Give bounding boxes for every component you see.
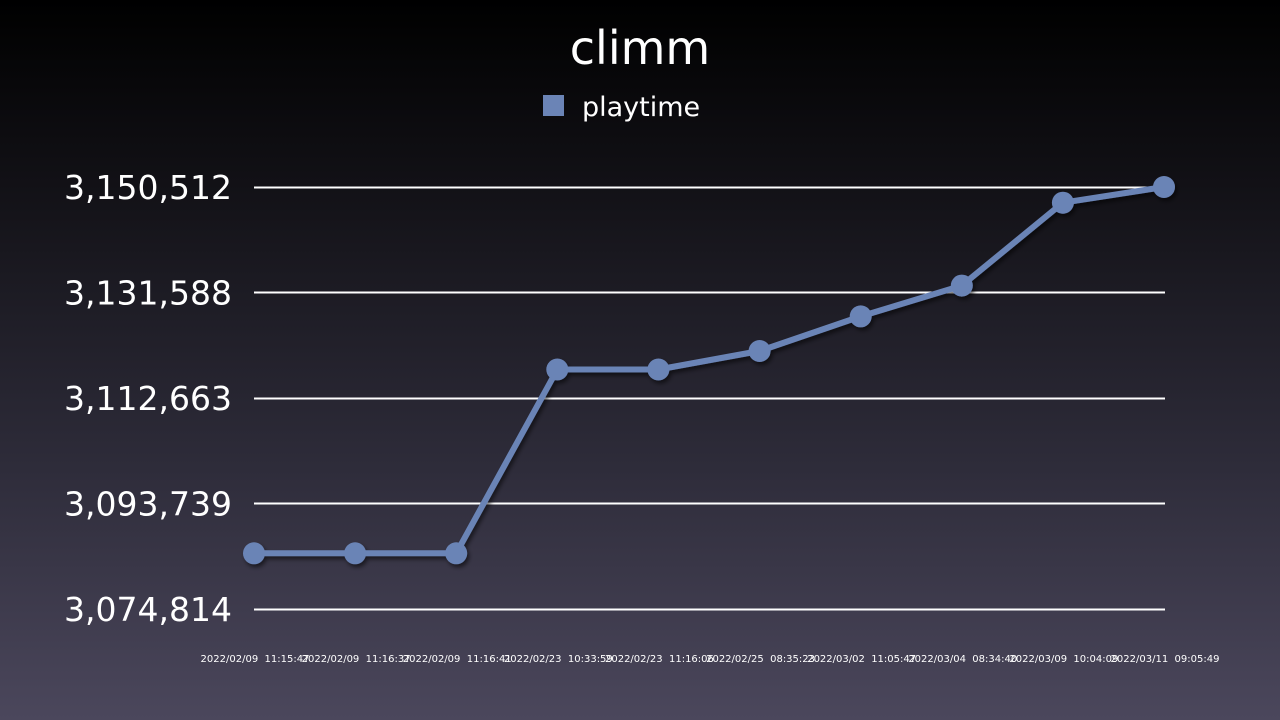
y-tick-label: 3,093,739 (64, 484, 232, 523)
data-point (849, 305, 872, 328)
y-tick-label: 3,074,814 (64, 590, 232, 629)
x-tick-label: 2022/02/09 11:15:47 (201, 654, 310, 665)
x-tick-label: 2022/03/11 09:05:49 (1111, 654, 1220, 665)
x-tick-label: 2022/02/23 10:33:59 (504, 654, 613, 665)
data-point (950, 274, 973, 297)
y-tick-label: 3,131,588 (64, 273, 232, 312)
data-point (546, 358, 569, 381)
x-tick-label: 2022/03/09 10:04:09 (1009, 654, 1118, 665)
y-tick-label: 3,112,663 (64, 379, 232, 418)
y-tick-label: 3,150,512 (64, 168, 232, 207)
data-point (1051, 191, 1074, 214)
x-tick-label: 2022/02/23 11:16:06 (605, 654, 714, 665)
x-tick-label: 2022/02/09 11:16:37 (302, 654, 411, 665)
data-point (748, 340, 771, 362)
gridlines (254, 186, 1165, 611)
series-line-playtime (251, 184, 1167, 557)
data-point (1153, 176, 1175, 198)
x-tick-label: 2022/02/09 11:16:41 (403, 654, 512, 665)
chart-title: climm (570, 21, 710, 75)
series-playtime (243, 176, 1175, 565)
data-point (445, 542, 468, 565)
data-point (344, 542, 367, 565)
data-point (647, 358, 670, 381)
legend: playtime (543, 92, 700, 123)
legend-swatch-playtime (543, 95, 564, 116)
x-tick-label: 2022/03/02 11:05:47 (807, 654, 916, 665)
x-tick-label: 2022/03/04 08:34:40 (908, 654, 1017, 665)
legend-label-playtime: playtime (582, 92, 700, 123)
y-axis-tick-labels: 3,074,814 3,093,739 3,112,663 3,131,588 3,15… (64, 168, 232, 629)
data-point (243, 542, 265, 565)
x-tick-label: 2022/02/25 08:35:23 (706, 654, 815, 665)
